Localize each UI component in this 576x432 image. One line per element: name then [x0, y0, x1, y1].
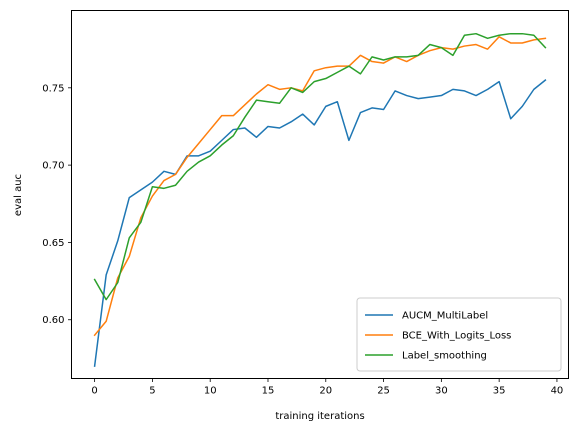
x-tick-label: 0 — [91, 386, 97, 397]
x-tick-label: 40 — [551, 386, 564, 397]
legend: AUCM_MultiLabel BCE_With_Logits_Loss Label… — [356, 297, 562, 372]
legend-box — [356, 297, 562, 372]
legend-label: AUCM_MultiLabel — [402, 311, 488, 322]
series-layer — [93, 32, 547, 367]
x-tick-label: 15 — [262, 386, 275, 397]
y-tick-label: 0.75 — [42, 83, 64, 94]
x-axis-label: training iterations — [275, 411, 364, 422]
x-tick-label: 20 — [319, 386, 332, 397]
x-axis: 0 5 10 15 20 25 30 35 40 — [91, 378, 564, 397]
y-tick-label: 0.65 — [42, 238, 64, 249]
series-line-aucm-multilabel — [93, 79, 547, 367]
y-tick-label: 0.70 — [42, 161, 64, 172]
plot-frame — [71, 10, 569, 379]
x-tick-label: 35 — [493, 386, 506, 397]
legend-label: BCE_With_Logits_Loss — [402, 331, 511, 342]
series-line-bce-with-logits-loss — [93, 36, 547, 337]
x-tick-label: 30 — [435, 386, 448, 397]
y-axis: 0.60 0.65 0.70 0.75 — [42, 83, 72, 326]
y-axis-label: eval auc — [13, 174, 24, 216]
y-tick-label: 0.60 — [42, 315, 64, 326]
legend-label: Label_smoothing — [402, 351, 487, 362]
x-tick-label: 25 — [377, 386, 390, 397]
x-tick-label: 5 — [149, 386, 155, 397]
x-tick-label: 10 — [204, 386, 217, 397]
series-line-label-smoothing — [93, 32, 547, 301]
